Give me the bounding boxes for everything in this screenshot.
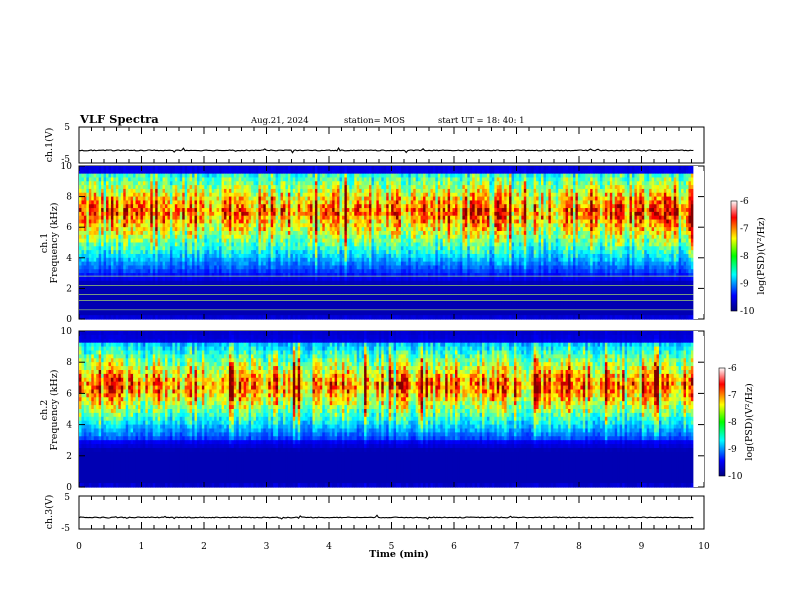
colorbar-tick-label: -10 xyxy=(740,307,755,317)
frequency-tick-label: 8 xyxy=(66,358,72,368)
frequency-tick-label: 6 xyxy=(66,389,72,399)
time-tick-label: 4 xyxy=(326,542,332,552)
time-tick-label: 8 xyxy=(576,542,582,552)
ch3-voltage-ylabel: ch.3(V) xyxy=(44,495,55,530)
time-tick-label: 3 xyxy=(264,542,270,552)
frequency-tick-label: 10 xyxy=(61,162,73,172)
time-axis-label: Time (min) xyxy=(369,549,429,560)
frequency-tick-label: 2 xyxy=(66,284,72,294)
time-tick-label: 1 xyxy=(139,542,145,552)
ch1-ytick-5: 5 xyxy=(64,123,70,133)
colorbar-tick-label: -9 xyxy=(728,445,737,455)
ch1-colorbar-gradient xyxy=(731,201,737,311)
time-tick-label: 0 xyxy=(76,542,82,552)
ch3-ytick-minus5: -5 xyxy=(61,524,70,534)
ch2-colorbar-labels: -6 -7 -8 -9 -10 xyxy=(728,364,743,482)
ch2-colorbar: -6 -7 -8 -9 -10 log(PSD)(V²/Hz) xyxy=(719,364,755,482)
colorbar-tick-label: -8 xyxy=(728,418,737,428)
colorbar-tick-label: -8 xyxy=(740,252,749,262)
ch2-colorbar-gradient xyxy=(719,368,725,476)
ch1-voltage-panel: 5 -5 ch.1(V) xyxy=(44,123,704,165)
ch2-colorbar-label: log(PSD)(V²/Hz) xyxy=(744,383,755,460)
ch2-spectrogram-image xyxy=(79,331,704,488)
time-tick-label: 6 xyxy=(451,542,457,552)
ch1-colorbar: -6 -7 -8 -9 -10 log(PSD)(V²/Hz) xyxy=(731,197,767,317)
ch3-ytick-5: 5 xyxy=(64,493,70,503)
frequency-tick-label: 0 xyxy=(66,315,72,325)
ch1-spectrogram-image xyxy=(79,166,704,320)
ch2-frequency-ylabel: Frequency (kHz) xyxy=(49,370,60,451)
time-tick-label: 9 xyxy=(639,542,645,552)
frequency-tick-label: 6 xyxy=(66,223,72,233)
ch3-voltage-panel: 5 -5 ch.3(V) xyxy=(44,493,704,534)
time-tick-label: 7 xyxy=(514,542,520,552)
colorbar-tick-label: -6 xyxy=(740,197,749,207)
station-label: station= MOS xyxy=(344,116,405,126)
time-tick-label: 10 xyxy=(698,542,710,552)
ch1-voltage-ylabel: ch.1(V) xyxy=(44,128,55,163)
frequency-tick-label: 4 xyxy=(66,254,72,264)
ch2-frequency-tick-labels: 10 8 6 4 2 0 xyxy=(61,327,73,493)
ch1-frequency-ylabel: Frequency (kHz) xyxy=(49,203,60,284)
colorbar-tick-label: -9 xyxy=(740,280,749,290)
ch1-colorbar-labels: -6 -7 -8 -9 -10 xyxy=(740,197,755,317)
frequency-tick-label: 0 xyxy=(66,483,72,493)
colorbar-tick-label: -6 xyxy=(728,364,737,374)
ch1-colorbar-label: log(PSD)(V²/Hz) xyxy=(756,217,767,294)
frequency-tick-label: 10 xyxy=(61,327,73,337)
colorbar-tick-label: -7 xyxy=(740,225,749,235)
frequency-tick-label: 4 xyxy=(66,421,72,431)
date-label: Aug.21, 2024 xyxy=(250,116,309,126)
frequency-tick-label: 8 xyxy=(66,193,72,203)
colorbar-tick-label: -10 xyxy=(728,472,743,482)
colorbar-tick-label: -7 xyxy=(728,391,737,401)
figure-title: VLF Spectra xyxy=(79,112,159,126)
start-ut-label: start UT = 18: 40: 1 xyxy=(438,116,525,126)
frequency-tick-label: 2 xyxy=(66,452,72,462)
time-tick-label: 2 xyxy=(201,542,207,552)
ch1-frequency-tick-labels: 10 8 6 4 2 0 xyxy=(61,162,73,325)
